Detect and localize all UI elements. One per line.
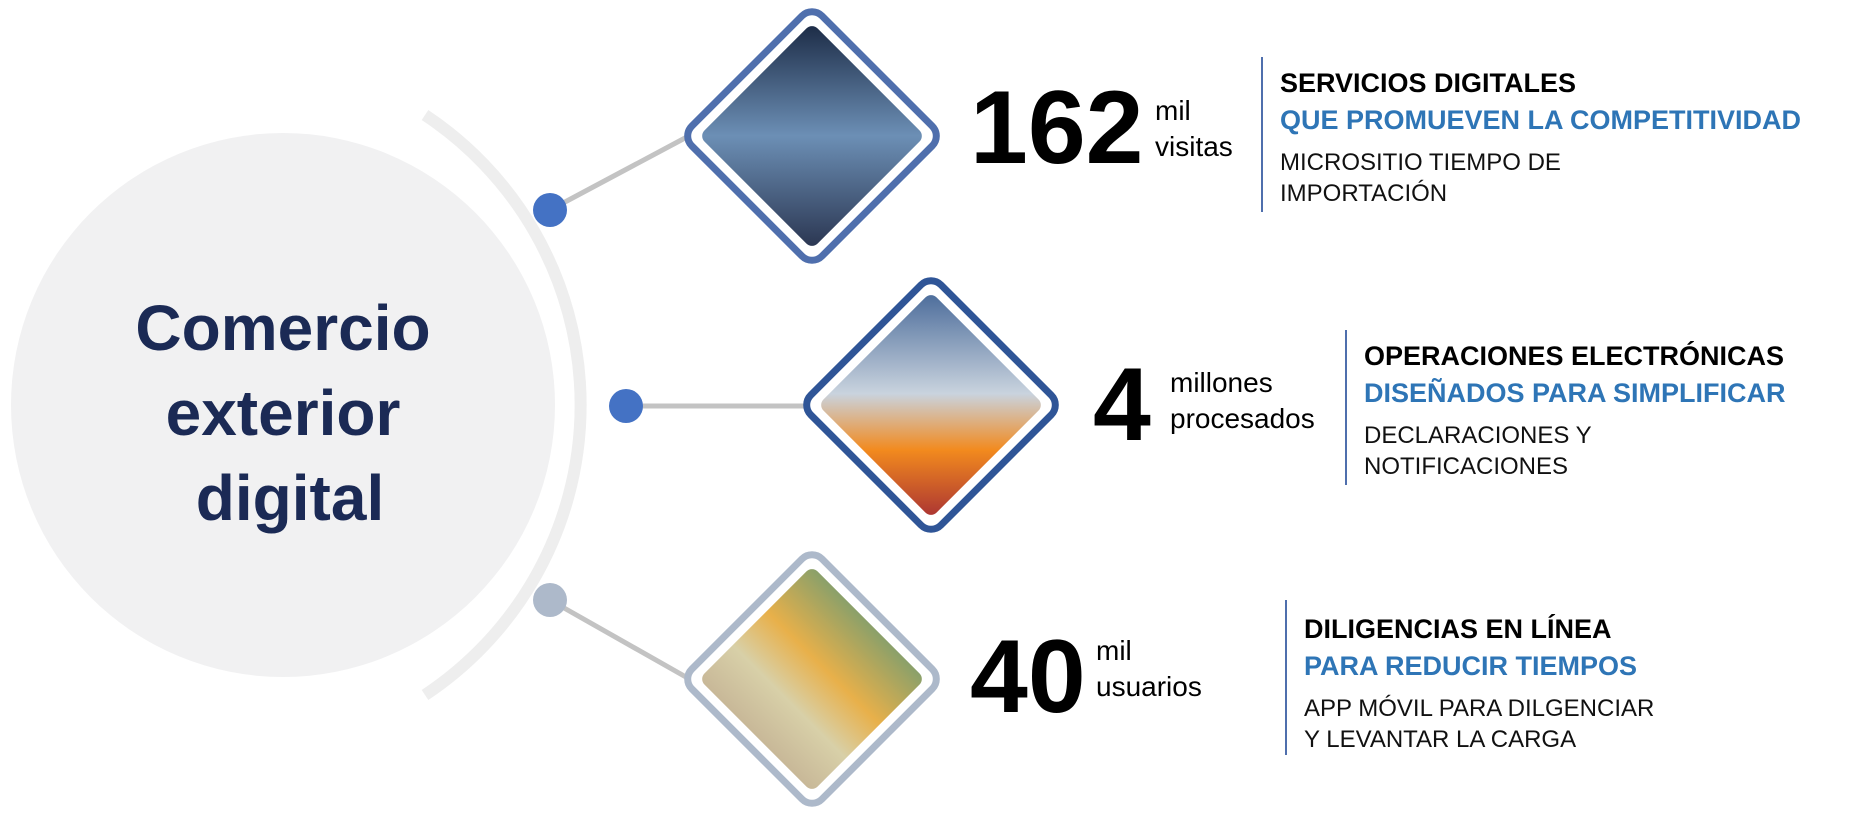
arc: [421, 110, 587, 700]
heading: SERVICIOS DIGITALES: [1280, 68, 1576, 98]
title-line: Comercio: [135, 292, 430, 364]
unit: visitas: [1155, 131, 1233, 162]
unit: procesados: [1170, 403, 1315, 434]
subheading: QUE PROMUEVEN LA COMPETITIVIDAD: [1280, 105, 1801, 135]
connector: [548, 127, 702, 213]
heading: OPERACIONES ELECTRÓNICAS: [1364, 340, 1784, 371]
photo-diamond: [684, 551, 940, 807]
dot: [533, 193, 567, 227]
center-circle: [11, 133, 555, 677]
unit: mil: [1155, 95, 1191, 126]
photo-diamond: [684, 8, 940, 264]
description: NOTIFICACIONES: [1364, 453, 1568, 480]
description: Y LEVANTAR LA CARGA: [1304, 726, 1576, 753]
title-line: digital: [196, 462, 384, 534]
connector: [548, 597, 702, 688]
description: IMPORTACIÓN: [1280, 180, 1447, 207]
big-number: 162: [970, 70, 1144, 186]
unit: usuarios: [1096, 671, 1202, 702]
unit: millones: [1170, 367, 1273, 398]
big-number: 40: [970, 619, 1086, 735]
description: MICROSITIO TIEMPO DE: [1280, 149, 1561, 176]
title: Comercio exterior digital: [135, 292, 430, 534]
unit: mil: [1096, 635, 1132, 666]
big-number: 4: [1093, 347, 1151, 463]
dot: [533, 583, 567, 617]
photo-diamond: [803, 277, 1059, 533]
dot: [609, 389, 643, 423]
description: APP MÓVIL PARA DILGENCIAR: [1304, 695, 1654, 722]
title-line: exterior: [166, 377, 401, 449]
subheading: DISEÑADOS PARA SIMPLIFICAR: [1364, 377, 1786, 408]
subheading: PARA REDUCIR TIEMPOS: [1304, 651, 1637, 681]
items: 162 mil visitas SERVICIOS DIGITALES QUE PROM…: [970, 57, 1801, 755]
description: DECLARACIONES Y: [1364, 422, 1592, 449]
heading: DILIGENCIAS EN LÍNEA: [1304, 613, 1612, 644]
